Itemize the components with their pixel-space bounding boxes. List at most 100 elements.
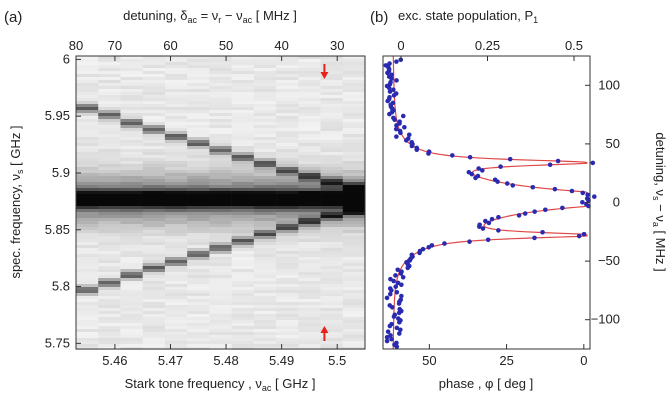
heatmap-cell: [231, 200, 255, 203]
heatmap-cell: [120, 68, 143, 71]
heatmap-cell: [142, 332, 166, 335]
heatmap-cell: [342, 89, 366, 92]
heatmap-cell: [142, 152, 166, 155]
heatmap-cell: [231, 125, 255, 128]
heatmap-cell: [120, 227, 143, 230]
heatmap-cell: [298, 269, 321, 272]
heatmap-cell: [320, 209, 344, 212]
heatmap-cell: [298, 260, 321, 263]
heatmap-cell: [187, 65, 210, 68]
heatmap-cell: [187, 257, 210, 260]
heatmap-cell: [209, 59, 232, 62]
heatmap-cell: [98, 185, 121, 188]
heatmap-cell: [120, 341, 143, 344]
heatmap-cell: [276, 254, 299, 257]
heatmap-cell: [76, 197, 99, 200]
heatmap-cell: [164, 317, 188, 320]
heatmap-cell: [164, 209, 188, 212]
heatmap-cell: [276, 263, 299, 266]
heatmap-cell: [142, 161, 166, 164]
heatmap-cell: [98, 71, 121, 74]
heatmap-cell: [276, 134, 299, 137]
heatmap-cell: [142, 131, 166, 134]
heatmap-cell: [231, 89, 255, 92]
heatmap-cell: [142, 230, 166, 233]
heatmap-cell: [253, 86, 277, 89]
heatmap-cell: [209, 293, 232, 296]
heatmap-cell: [164, 107, 188, 110]
heatmap-cell: [76, 284, 99, 287]
heatmap-cell: [231, 104, 255, 107]
heatmap-cell: [342, 314, 366, 317]
heatmap-cell: [120, 263, 143, 266]
heatmap-cell: [320, 227, 344, 230]
heatmap-cell: [342, 206, 366, 209]
heatmap-cell: [253, 332, 277, 335]
heatmap-cell: [276, 290, 299, 293]
heatmap-cell: [164, 269, 188, 272]
heatmap-cell: [298, 293, 321, 296]
heatmap-cell: [142, 239, 166, 242]
heatmap-cell: [98, 263, 121, 266]
heatmap-cell: [276, 239, 299, 242]
heatmap-cell: [320, 134, 344, 137]
heatmap-cell: [342, 209, 366, 212]
heatmap-cell: [253, 74, 277, 77]
top-title-sub-r: r: [218, 15, 221, 25]
heatmap-cell: [76, 332, 99, 335]
heatmap-cell: [120, 287, 143, 290]
heatmap-cell: [120, 65, 143, 68]
heatmap-cell: [253, 134, 277, 137]
heatmap-cell: [209, 179, 232, 182]
heatmap-cell: [98, 68, 121, 71]
heatmap-cell: [253, 197, 277, 200]
heatmap-cell: [253, 338, 277, 341]
data-point: [569, 188, 575, 194]
heatmap-cell: [253, 266, 277, 269]
heatmap-cell: [320, 107, 344, 110]
heatmap-cell: [76, 65, 99, 68]
data-point: [391, 87, 396, 93]
heatmap-cell: [253, 185, 277, 188]
data-point: [510, 183, 516, 188]
heatmap-cell: [120, 128, 143, 131]
heatmap-cell: [120, 116, 143, 119]
heatmap-cell: [342, 287, 366, 290]
heatmap-cell: [209, 332, 232, 335]
heatmap-cell: [98, 161, 121, 164]
heatmap-cell: [342, 320, 366, 323]
heatmap-cell: [76, 155, 99, 158]
heatmap-cell: [98, 209, 121, 212]
heatmap-cell: [98, 116, 121, 119]
data-point: [400, 113, 406, 119]
heatmap-cell: [164, 266, 188, 269]
heatmap-cell: [164, 89, 188, 92]
heatmap-cell: [98, 290, 121, 293]
heatmap-cell: [320, 215, 344, 218]
heatmap-cell: [342, 86, 366, 89]
heatmap-cell: [209, 260, 232, 263]
heatmap-cell: [253, 305, 277, 308]
heatmap-cell: [142, 77, 166, 80]
heatmap-cell: [276, 257, 299, 260]
heatmap-cell: [120, 242, 143, 245]
population-tick-label: 0.25: [475, 38, 500, 53]
heatmap-cell: [298, 149, 321, 152]
heatmap-cell: [76, 95, 99, 98]
heatmap-cell: [253, 89, 277, 92]
heatmap-cell: [342, 164, 366, 167]
heatmap-cell: [209, 95, 232, 98]
heatmap-cell: [164, 86, 188, 89]
data-point: [475, 173, 481, 179]
heatmap-cell: [187, 278, 210, 281]
heatmap-cell: [342, 146, 366, 149]
heatmap-cell: [142, 86, 166, 89]
heatmap-cell: [276, 125, 299, 128]
heatmap-cell: [76, 62, 99, 65]
ylabel-b-sub-s: s: [651, 196, 661, 201]
heatmap-cell: [253, 83, 277, 86]
heatmap-cell: [120, 176, 143, 179]
data-point: [392, 312, 398, 318]
heatmap-cell: [187, 116, 210, 119]
heatmap-cell: [142, 299, 166, 302]
